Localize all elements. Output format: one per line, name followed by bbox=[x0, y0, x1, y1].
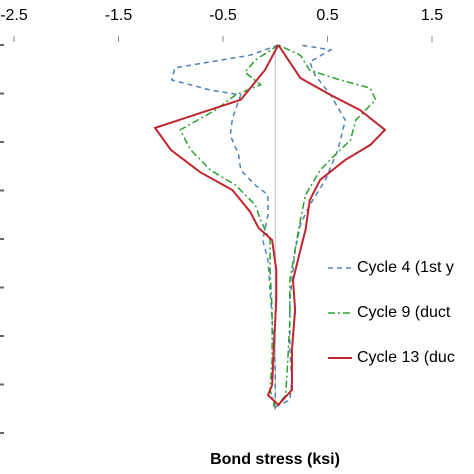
legend-label: Cycle 9 (duct bbox=[357, 304, 451, 321]
x-tick-label: -0.5 bbox=[209, 7, 237, 24]
x-tick-label: -2.5 bbox=[0, 7, 28, 24]
legend-label: Cycle 13 (duc bbox=[357, 349, 455, 366]
series-line bbox=[170, 44, 347, 410]
legend-label: Cycle 4 (1st y bbox=[357, 259, 454, 276]
series-line bbox=[179, 44, 377, 410]
x-axis-label: Bond stress (ksi) bbox=[210, 451, 340, 468]
series-line bbox=[153, 44, 387, 407]
x-tick-label: -1.5 bbox=[105, 7, 133, 24]
x-tick-label: 1.5 bbox=[421, 7, 443, 24]
x-tick-label: 0.5 bbox=[316, 7, 338, 24]
